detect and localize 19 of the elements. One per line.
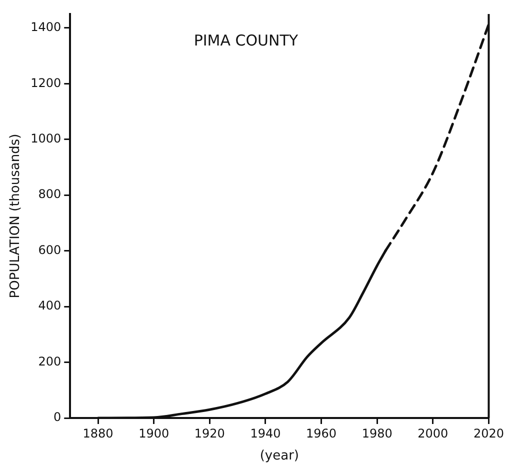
x-axis-title: (year) bbox=[260, 448, 300, 464]
y-axis-title: POPULATION (thousands) bbox=[8, 134, 24, 298]
x-tick-label: 1940 bbox=[250, 426, 281, 440]
x-tick-label: 1920 bbox=[194, 426, 225, 440]
y-tick-label: 1400 bbox=[30, 20, 62, 34]
x-tick-label: 1960 bbox=[306, 426, 337, 440]
text: PIMA COUNTY bbox=[194, 31, 299, 50]
y-tick-label: 1000 bbox=[30, 132, 62, 146]
y-tick-label: 0 bbox=[54, 410, 62, 424]
y-tick-label: 200 bbox=[38, 354, 62, 368]
y-tick-label: 600 bbox=[38, 242, 62, 257]
y-tick-label: 800 bbox=[38, 187, 62, 202]
x-tick-label: 2020 bbox=[473, 426, 504, 440]
x-tick-label: 1900 bbox=[138, 426, 170, 440]
y-tick-label: 1200 bbox=[30, 76, 62, 90]
x-tick-label: 2000 bbox=[418, 426, 448, 440]
x-tick-label: 1980 bbox=[362, 426, 392, 440]
x-tick-label: 1880 bbox=[82, 426, 114, 440]
y-tick-label: 400 bbox=[38, 298, 62, 313]
